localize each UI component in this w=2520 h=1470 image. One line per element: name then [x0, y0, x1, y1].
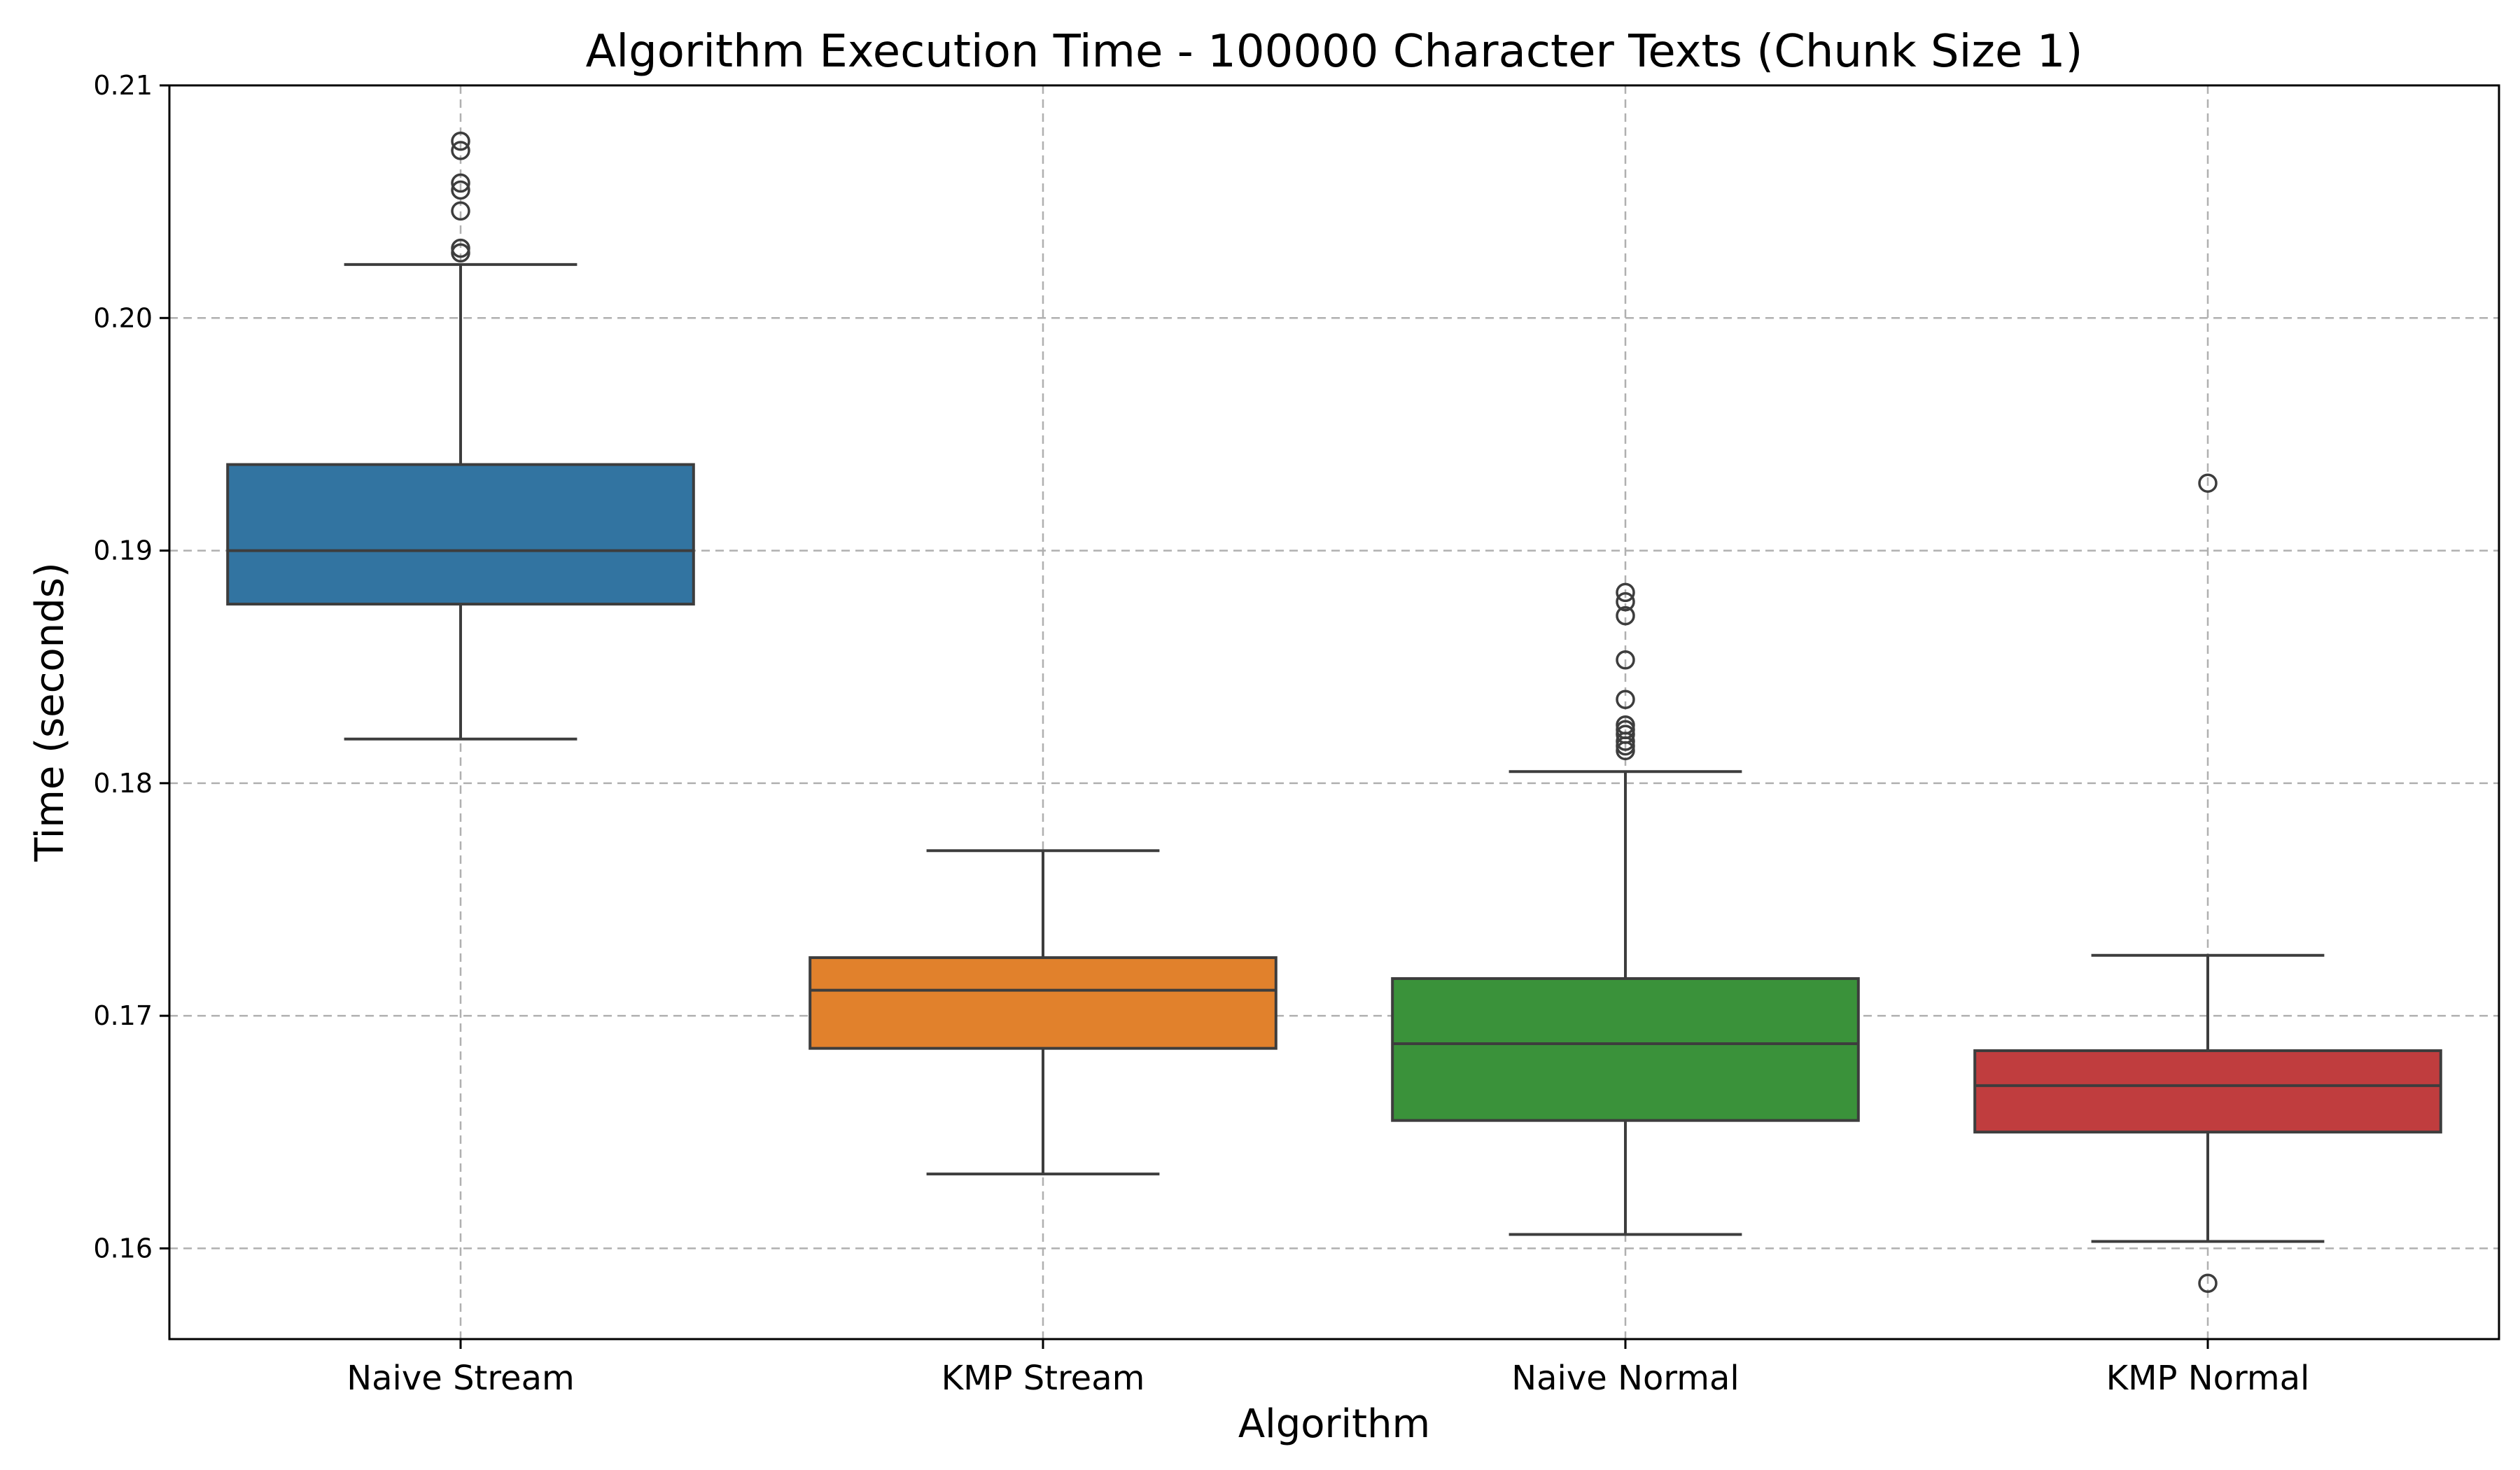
box-kmp-stream [808, 849, 1278, 1176]
chart-title: Algorithm Execution Time - 100000 Charac… [586, 26, 2083, 78]
outlier-point [451, 131, 470, 151]
boxes [226, 131, 2442, 1294]
y-tick-label: 0.17 [93, 1000, 153, 1031]
outlier-point [1616, 741, 1635, 761]
y-tick-label: 0.19 [93, 536, 153, 566]
y-axis-label: Time (seconds) [27, 562, 73, 862]
x-tick-label: Naive Normal [1511, 1359, 1740, 1398]
y-tick-label: 0.21 [93, 70, 153, 101]
x-axis-label: Algorithm [1238, 1401, 1430, 1447]
outlier-point [1616, 606, 1635, 626]
outlier-point [451, 141, 470, 160]
box-kmp-normal [1973, 473, 2442, 1294]
y-axis-ticks: 0.16 0.17 0.18 0.19 0.20 0.21 [93, 70, 169, 1264]
interquartile-box [226, 463, 695, 606]
x-tick-label: KMP Stream [941, 1359, 1145, 1398]
outlier-point [1616, 650, 1635, 670]
x-tick-label: KMP Normal [2106, 1359, 2310, 1398]
y-tick-label: 0.16 [93, 1233, 153, 1264]
y-tick-label: 0.18 [93, 768, 153, 799]
interquartile-box [808, 956, 1278, 1050]
y-tick-label: 0.20 [93, 302, 153, 333]
outlier-point [2198, 473, 2218, 493]
box-naive-normal [1391, 582, 1860, 1236]
x-axis-ticks: Naive Stream KMP Stream Naive Normal KMP No… [346, 1339, 2309, 1398]
interquartile-box [1973, 1049, 2442, 1134]
outlier-point [451, 243, 470, 262]
box-naive-stream [226, 131, 695, 741]
outlier-point [2198, 1273, 2218, 1294]
grid [169, 84, 2499, 1339]
outlier-point [1616, 592, 1635, 612]
outlier-point [451, 173, 470, 193]
plot-area-frame [168, 84, 2500, 1340]
x-tick-label: Naive Stream [346, 1359, 575, 1398]
outlier-point [1616, 690, 1635, 709]
outlier-point [451, 201, 470, 221]
outlier-point [1616, 582, 1635, 603]
outlier-point [451, 180, 470, 200]
interquartile-box [1391, 976, 1860, 1122]
